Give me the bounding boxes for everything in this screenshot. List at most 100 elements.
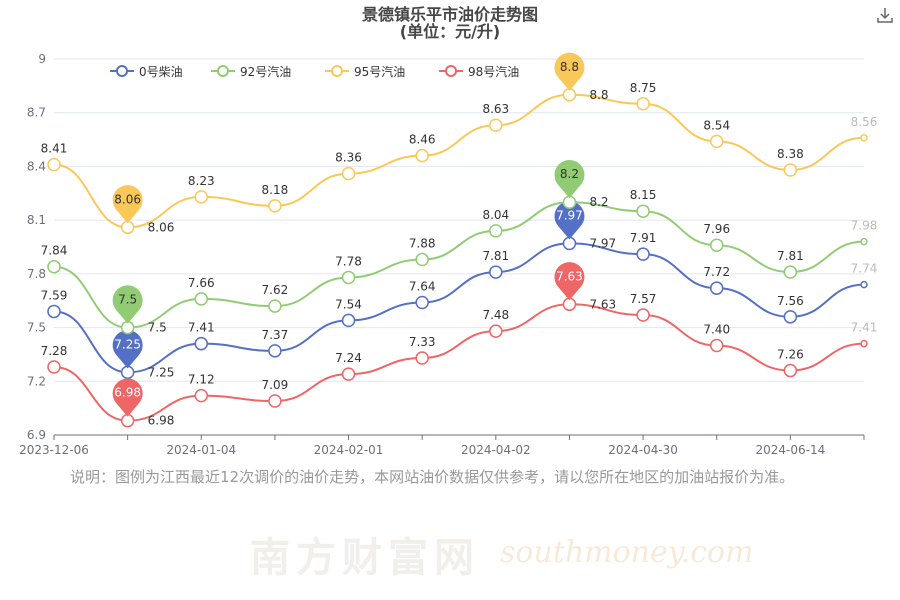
pin-label: 6.98 <box>114 386 141 400</box>
data-label: 7.48 <box>482 308 509 322</box>
data-label: 8.15 <box>630 188 657 202</box>
data-point <box>860 237 868 246</box>
data-point <box>860 280 868 289</box>
data-label: 7.78 <box>335 254 362 268</box>
data-point <box>489 324 503 338</box>
data-point <box>194 388 209 403</box>
data-point <box>489 265 503 279</box>
data-label: 8.75 <box>630 81 657 95</box>
legend-marker <box>217 65 229 77</box>
pin-marker <box>112 285 143 324</box>
download-icon[interactable] <box>876 6 894 24</box>
data-point <box>636 308 650 322</box>
data-point <box>341 270 356 285</box>
data-label: 7.25 <box>148 365 175 379</box>
data-label: 7.57 <box>630 292 657 306</box>
data-label: 7.64 <box>409 280 436 294</box>
pin-marker <box>112 185 143 224</box>
data-point <box>47 157 61 172</box>
data-label: 7.97 <box>589 236 616 250</box>
data-label: 7.63 <box>589 297 616 311</box>
y-tick-label: 6.9 <box>27 428 46 442</box>
x-tick-label: 2024-04-30 <box>608 443 678 457</box>
data-point <box>194 190 209 204</box>
watermark-cn: 南方财富网 <box>250 535 480 581</box>
pin-marker <box>554 201 585 240</box>
x-tick-label: 2024-04-02 <box>461 443 531 457</box>
data-point <box>783 310 798 324</box>
data-label: 8.38 <box>777 147 804 161</box>
pin-label: 7.97 <box>556 208 583 222</box>
pin-marker <box>554 160 585 199</box>
series-line <box>53 201 865 329</box>
data-label: 8.04 <box>482 208 509 222</box>
legend-label[interactable]: 0号柴油 <box>139 65 183 79</box>
pin-marker <box>112 330 143 369</box>
pin-marker <box>112 378 143 417</box>
data-point <box>415 295 429 310</box>
series-line <box>53 303 865 422</box>
data-point <box>709 281 724 295</box>
y-tick-label: 9 <box>38 52 46 66</box>
pin-marker <box>554 262 585 301</box>
pin-label: 7.25 <box>114 337 141 351</box>
data-label: 7.26 <box>777 348 804 362</box>
data-label: 8.06 <box>148 220 175 234</box>
data-label: 7.33 <box>409 335 436 349</box>
data-label: 7.88 <box>409 237 436 251</box>
data-point <box>489 118 503 132</box>
data-point <box>194 292 209 306</box>
chart-subtitle: (单位：元/升) <box>399 22 501 41</box>
x-tick-label: 2023-12-06 <box>19 443 89 457</box>
y-tick-label: 8.7 <box>27 106 46 120</box>
data-label: 7.40 <box>703 322 730 336</box>
data-point <box>47 360 61 374</box>
data-point <box>341 367 356 381</box>
data-point <box>47 304 61 319</box>
chart-title: 景德镇乐平市油价走势图 <box>361 5 538 24</box>
data-label: 7.81 <box>777 249 804 263</box>
legend-label[interactable]: 98号汽油 <box>468 64 519 79</box>
data-label: 7.91 <box>630 231 657 245</box>
legend-marker <box>445 65 457 77</box>
legend-marker <box>331 65 343 77</box>
data-point <box>636 97 650 111</box>
data-label: 8.41 <box>41 142 68 156</box>
data-point <box>489 224 503 238</box>
data-point <box>268 344 282 358</box>
data-label: 8.63 <box>482 102 509 116</box>
pin-marker <box>554 52 585 91</box>
data-label: 7.5 <box>148 321 167 335</box>
y-tick-label: 7.5 <box>27 321 46 335</box>
data-point <box>709 338 724 353</box>
data-point <box>709 134 724 149</box>
legend-marker <box>116 65 128 77</box>
data-label: 7.98 <box>851 219 878 233</box>
data-point <box>47 259 61 274</box>
data-point <box>268 299 282 313</box>
data-point <box>268 394 282 408</box>
x-tick-label: 2024-01-04 <box>166 443 236 457</box>
data-label: 7.41 <box>851 321 878 335</box>
data-label: 7.66 <box>188 276 215 290</box>
data-label: 8.2 <box>589 195 608 209</box>
legend-label[interactable]: 95号汽油 <box>354 64 405 79</box>
data-point <box>636 247 650 261</box>
y-tick-label: 7.8 <box>27 267 46 281</box>
data-label: 7.24 <box>335 351 362 365</box>
data-label: 8.46 <box>409 133 436 147</box>
data-label: 7.84 <box>41 244 68 258</box>
pin-label: 8.06 <box>114 192 141 206</box>
y-tick-label: 7.2 <box>27 374 46 388</box>
data-point <box>194 336 209 351</box>
data-label: 7.59 <box>41 288 68 302</box>
legend-label[interactable]: 92号汽油 <box>240 64 291 79</box>
data-label: 7.72 <box>703 265 730 279</box>
data-label: 7.09 <box>262 378 289 392</box>
data-point <box>268 199 282 213</box>
data-point <box>415 252 429 267</box>
watermark-en: southmoney.com <box>500 535 754 570</box>
pin-label: 8.8 <box>560 60 579 74</box>
data-label: 7.12 <box>188 373 215 387</box>
